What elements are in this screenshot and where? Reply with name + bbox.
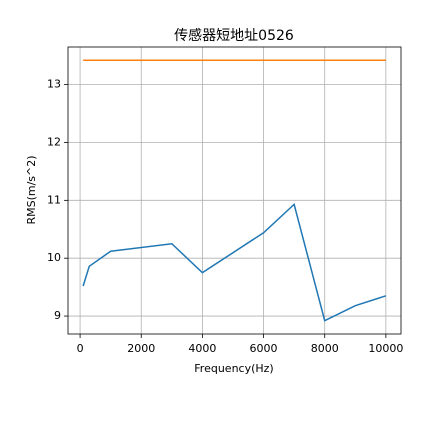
y-tick-label: 12 [47,135,61,148]
y-tick-label: 10 [47,251,61,264]
x-tick-label: 8000 [311,342,339,355]
x-tick-label: 4000 [188,342,216,355]
plot-frame [67,46,402,335]
data-line [82,202,387,322]
x-tick-label: 0 [77,342,84,355]
x-tick-label: 6000 [250,342,278,355]
chart-title: 传感器短地址0526 [174,27,294,44]
y-axis-label: RMS(m/s^2) [25,155,38,224]
y-tick-label: 11 [47,193,61,206]
x-tick-label: 2000 [127,342,155,355]
y-tick-label: 9 [54,309,61,322]
y-tick-label: 13 [47,78,61,91]
x-tick-label: 10000 [368,342,403,355]
x-axis-label: Frequency(Hz) [194,362,273,375]
